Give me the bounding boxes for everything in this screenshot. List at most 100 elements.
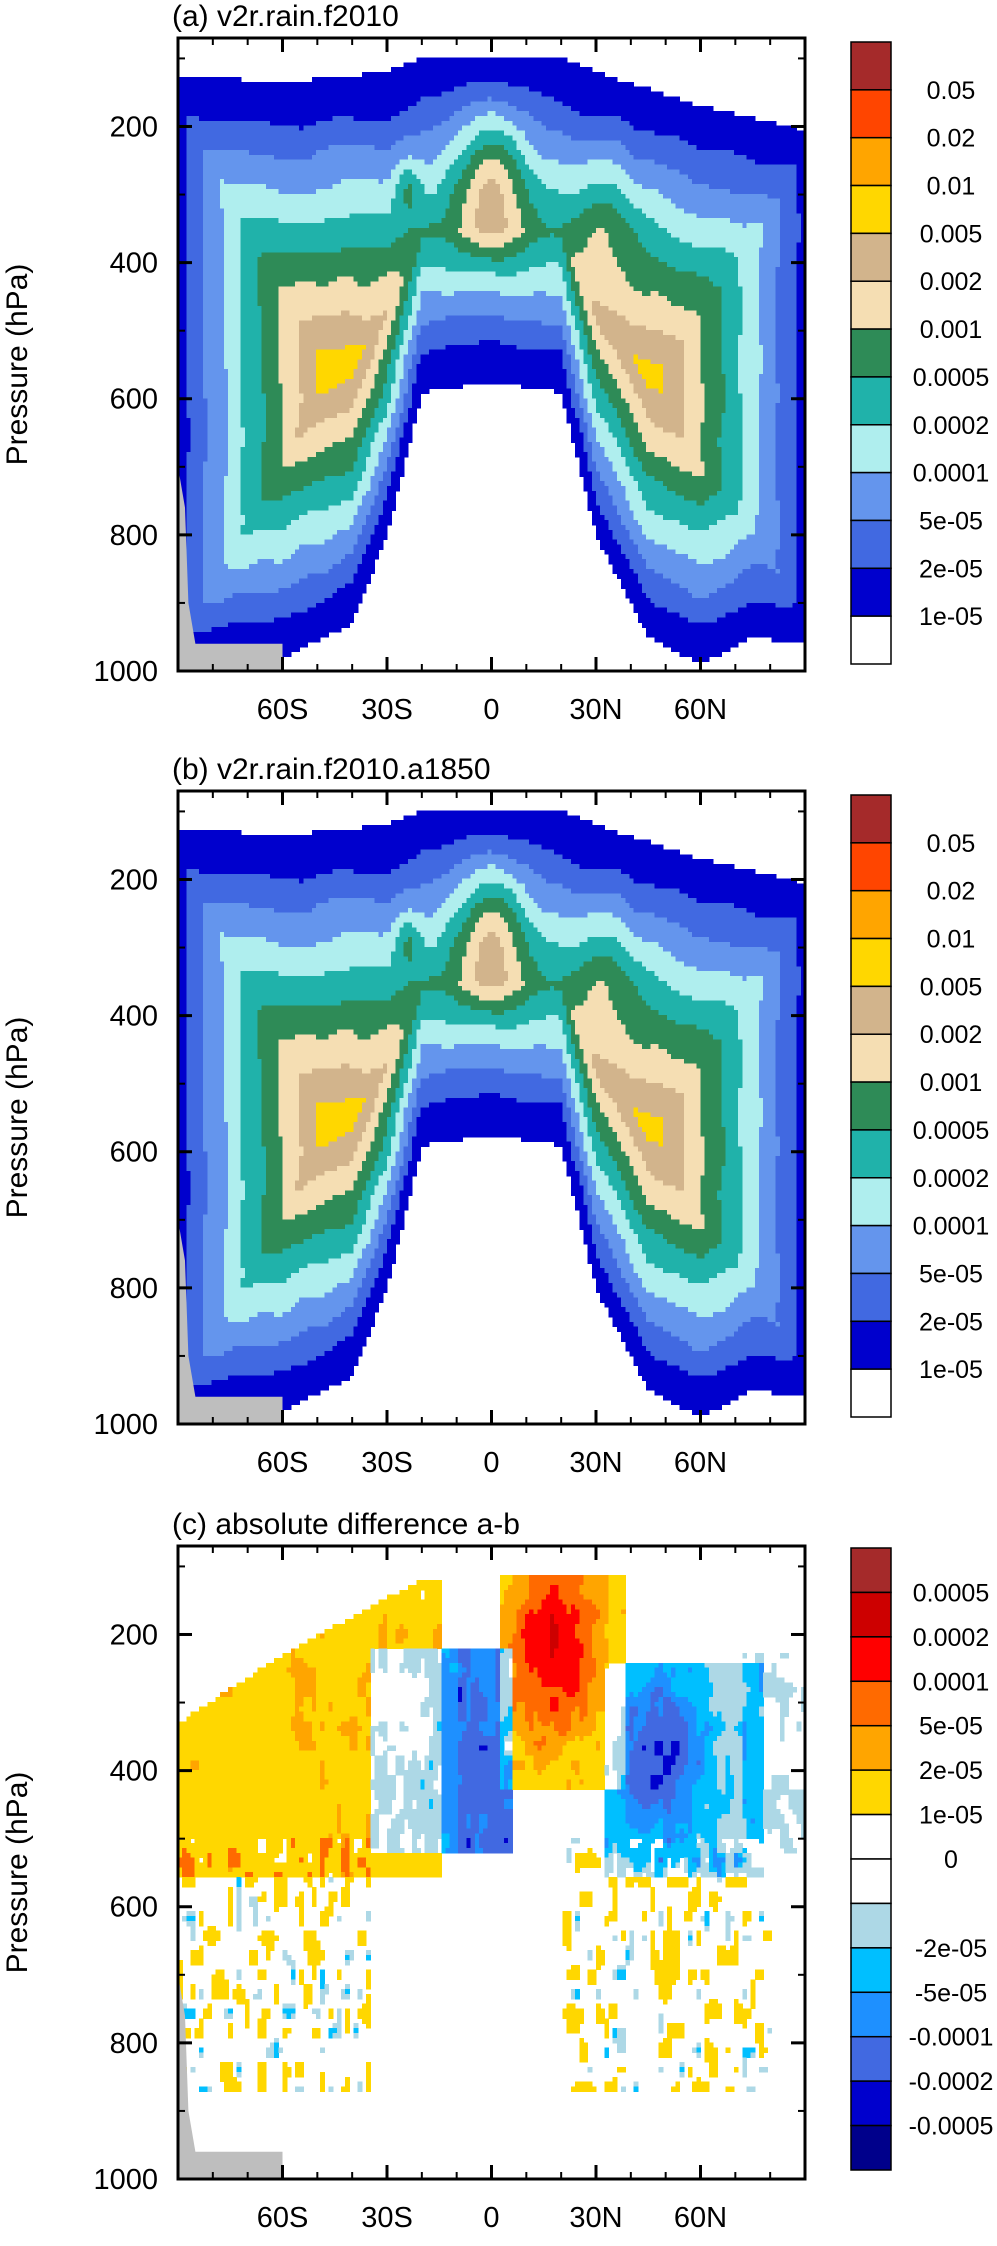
contour-cell xyxy=(186,496,191,501)
contour-cell xyxy=(195,613,200,618)
contour-cell xyxy=(191,505,196,510)
contour-cell xyxy=(207,306,212,311)
contour-cell xyxy=(207,413,212,418)
contour-cell xyxy=(203,627,208,632)
contour-cell xyxy=(216,126,221,131)
contour-cell xyxy=(203,194,208,199)
contour-cell xyxy=(211,452,216,457)
contour-cell xyxy=(191,379,196,384)
contour-cell xyxy=(203,598,208,603)
contour-cell xyxy=(199,194,204,199)
contour-cell xyxy=(199,223,204,228)
contour-cell xyxy=(211,627,216,632)
contour-cell xyxy=(182,447,187,452)
contour-cell xyxy=(207,476,212,481)
contour-cell xyxy=(203,320,208,325)
contour-cell xyxy=(216,452,221,457)
contour-cell xyxy=(199,520,204,525)
contour-cell xyxy=(191,359,196,364)
contour-cell xyxy=(203,330,208,335)
contour-cell xyxy=(203,637,208,642)
contour-cell xyxy=(199,355,204,360)
contour-cell xyxy=(199,540,204,545)
contour-cell xyxy=(211,457,216,462)
contour-cell xyxy=(216,393,221,398)
contour-cell xyxy=(211,554,216,559)
contour-cell xyxy=(203,369,208,374)
contour-cell xyxy=(191,442,196,447)
contour-cell xyxy=(199,442,204,447)
contour-cell xyxy=(207,520,212,525)
contour-cell xyxy=(199,131,204,136)
contour-cell xyxy=(195,135,200,140)
contour-cell xyxy=(216,189,221,194)
contour-cell xyxy=(207,252,212,257)
contour-cell xyxy=(216,476,221,481)
contour-cell xyxy=(199,233,204,238)
contour-cell xyxy=(207,510,212,515)
contour-cell xyxy=(211,301,216,306)
contour-cell xyxy=(191,471,196,476)
contour-cell xyxy=(186,82,191,87)
contour-cell xyxy=(191,457,196,462)
contour-cell xyxy=(203,189,208,194)
contour-cell xyxy=(199,471,204,476)
contour-cell xyxy=(211,350,216,355)
contour-cell xyxy=(211,330,216,335)
contour-cell xyxy=(207,223,212,228)
contour-cell xyxy=(182,247,187,252)
contour-cell xyxy=(211,165,216,170)
contour-cell xyxy=(186,96,191,101)
contour-cell xyxy=(195,165,200,170)
contour-cell xyxy=(216,179,221,184)
contour-cell xyxy=(211,403,216,408)
contour-cell xyxy=(182,82,187,87)
contour-cell xyxy=(211,223,216,228)
contour-cell xyxy=(186,559,191,564)
contour-cell xyxy=(203,574,208,579)
contour-cell xyxy=(211,413,216,418)
contour-cell xyxy=(211,608,216,613)
contour-cell xyxy=(182,106,187,111)
contour-cell xyxy=(203,228,208,233)
contour-cell xyxy=(207,471,212,476)
contour-cell xyxy=(216,355,221,360)
contour-cell xyxy=(211,520,216,525)
contour-cell xyxy=(191,613,196,618)
contour-cell xyxy=(199,637,204,642)
contour-cell xyxy=(203,447,208,452)
contour-cell xyxy=(203,355,208,360)
contour-cell xyxy=(203,432,208,437)
contour-cell xyxy=(207,428,212,433)
contour-cell xyxy=(191,423,196,428)
contour-cell xyxy=(186,169,191,174)
contour-cell xyxy=(199,617,204,622)
contour-cell xyxy=(203,335,208,340)
contour-cell xyxy=(216,150,221,155)
contour-cell xyxy=(207,403,212,408)
contour-cell xyxy=(195,442,200,447)
contour-cell xyxy=(182,233,187,238)
contour-cell xyxy=(186,350,191,355)
contour-cell xyxy=(199,457,204,462)
contour-cell xyxy=(216,340,221,345)
contour-cell xyxy=(207,447,212,452)
contour-cell xyxy=(216,345,221,350)
contour-cell xyxy=(195,588,200,593)
contour-cell xyxy=(182,179,187,184)
contour-cell xyxy=(216,325,221,330)
contour-cell xyxy=(203,111,208,116)
contour-cell xyxy=(182,77,187,82)
contour-cell xyxy=(199,345,204,350)
contour-cell xyxy=(195,208,200,213)
contour-cell xyxy=(216,106,221,111)
contour-cell xyxy=(191,179,196,184)
contour-cell xyxy=(211,199,216,204)
contour-cell xyxy=(195,121,200,126)
contour-cell xyxy=(207,384,212,389)
contour-cell xyxy=(182,145,187,150)
contour-cell xyxy=(216,218,221,223)
contour-cell xyxy=(182,199,187,204)
contour-cell xyxy=(191,345,196,350)
contour-cell xyxy=(199,574,204,579)
